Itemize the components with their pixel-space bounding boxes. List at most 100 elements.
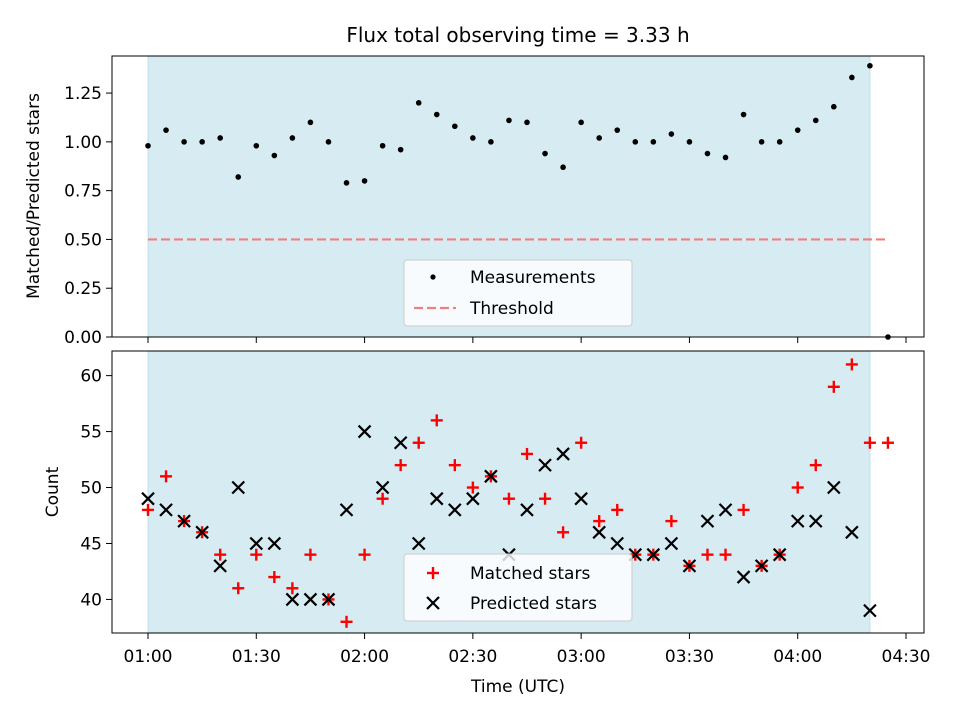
predicted-star-point <box>520 503 534 517</box>
top-y-axis-label: Matched/Predicted stars <box>24 93 44 299</box>
predicted-star-point-b <box>592 525 606 540</box>
predicted-star-point <box>754 559 769 573</box>
legend-measurements-marker <box>430 274 436 280</box>
bottom-x-tick-label: 03:30 <box>665 647 714 667</box>
bottom-y-tick-label: 45 <box>80 534 102 554</box>
measurement-point <box>704 150 711 157</box>
bottom-y-tick-label: 40 <box>80 590 102 610</box>
matched-star-point <box>611 503 624 516</box>
legend-predicted-label: Predicted stars <box>470 594 597 614</box>
bottom-y-axis-label: Count <box>43 466 63 517</box>
predicted-star-point <box>808 514 823 528</box>
predicted-star-point-b <box>357 424 372 439</box>
predicted-star-point <box>159 503 173 517</box>
predicted-star-point <box>772 547 787 562</box>
matched-star-point <box>286 582 299 595</box>
predicted-star-point-b <box>736 570 751 584</box>
predicted-star-point <box>429 491 444 506</box>
measurements-series <box>145 62 891 340</box>
matched-star-point <box>448 459 461 472</box>
predicted-star-point-b <box>484 469 498 484</box>
matched-star-point <box>791 481 804 494</box>
predicted-star-point <box>682 559 697 573</box>
predicted-star-point <box>466 491 480 506</box>
measurement-point <box>343 180 350 186</box>
matched-star-point <box>250 548 263 561</box>
predicted-star-point-b <box>177 514 191 528</box>
top-y-grid: 0.00 0.25 0.50 0.75 1.00 1.25 <box>64 84 112 348</box>
measurement-point <box>452 123 458 130</box>
predicted-star-point-b <box>772 547 787 562</box>
predicted-star-point <box>718 503 733 517</box>
bottom-x-tick-label: 02:30 <box>448 647 497 667</box>
bottom-x-tick-label: 01:30 <box>232 647 281 667</box>
top-axes-frame <box>111 55 925 338</box>
predicted-star-point-b <box>141 491 155 506</box>
predicted-star-point-b <box>682 559 697 573</box>
bottom-x-tick-label: 03:00 <box>557 647 606 667</box>
measurement-point <box>379 142 386 149</box>
predicted-star-point <box>845 525 859 540</box>
predicted-star-point <box>484 469 498 484</box>
predicted-star-point <box>827 480 841 495</box>
matched-star-point <box>412 436 425 449</box>
matched-star-point <box>809 459 822 472</box>
top-legend: Measurements Threshold <box>403 259 633 327</box>
predicted-star-point-b <box>700 514 715 528</box>
measurement-point <box>758 139 765 145</box>
measurement-point <box>415 100 422 106</box>
matched-star-point <box>502 492 515 505</box>
measurement-point <box>776 139 783 145</box>
bottom-y-grid: 40 45 50 55 60 <box>80 367 112 610</box>
matched-star-point <box>539 492 552 505</box>
predicted-star-point-b <box>339 503 354 517</box>
measurement-point <box>794 127 801 133</box>
predicted-star-point-b <box>574 491 588 506</box>
top-y-tick-label: 0.00 <box>64 328 102 348</box>
measurement-point <box>668 131 675 137</box>
predicted-star-point-b <box>411 536 426 551</box>
measurement-point <box>632 139 639 145</box>
measurement-point <box>397 146 404 153</box>
predicted-star-point-b <box>754 559 769 573</box>
measurement-point <box>470 135 476 141</box>
top-y-tick-label: 0.25 <box>64 279 102 299</box>
matched-star-point <box>593 515 606 528</box>
predicted-star-point-b <box>321 592 336 607</box>
measurement-point <box>578 119 584 126</box>
bottom-x-ticks: 01:00 01:30 02:00 02:30 03:00 03:30 04:00 04:30 <box>124 633 931 667</box>
matched-star-point <box>142 503 154 516</box>
predicted-star-point-b <box>213 559 227 573</box>
measurement-point <box>289 135 296 141</box>
measurement-point <box>740 111 747 118</box>
predicted-stars-series <box>141 424 877 618</box>
matched-star-point <box>845 358 858 371</box>
matched-star-point <box>160 470 173 483</box>
predicted-star-point-b <box>520 503 534 517</box>
predicted-star-point <box>195 525 209 540</box>
predicted-star-point <box>285 592 300 607</box>
predicted-star-point <box>790 514 805 528</box>
predicted-star-point <box>556 447 570 461</box>
predicted-star-point <box>538 458 552 472</box>
matched-star-point <box>232 582 245 595</box>
predicted-star-point-b <box>790 514 805 528</box>
x-axis-label: Time (UTC) <box>470 677 565 697</box>
measurement-point <box>488 139 494 145</box>
top-y-tick-label: 0.75 <box>64 182 102 202</box>
bottom-x-tick-label: 01:00 <box>124 647 173 667</box>
predicted-star-point <box>303 592 318 607</box>
bottom-legend: Matched stars Predicted stars <box>403 553 633 622</box>
top-y-tick-label: 1.00 <box>64 133 102 153</box>
predicted-star-point <box>357 424 372 439</box>
matched-star-point <box>466 481 479 494</box>
measurement-point <box>433 111 440 118</box>
predicted-star-point <box>592 525 606 540</box>
predicted-star-point <box>664 536 679 551</box>
matched-star-point <box>719 548 732 561</box>
measurement-point <box>650 139 657 145</box>
legend-matched-label: Matched stars <box>470 564 590 584</box>
measurement-point <box>253 142 260 149</box>
predicted-star-point-b <box>845 525 859 540</box>
bottom-panel: 40 45 50 55 60 01:00 01:30 02:00 02:30 03:00 03:3… <box>43 350 931 697</box>
